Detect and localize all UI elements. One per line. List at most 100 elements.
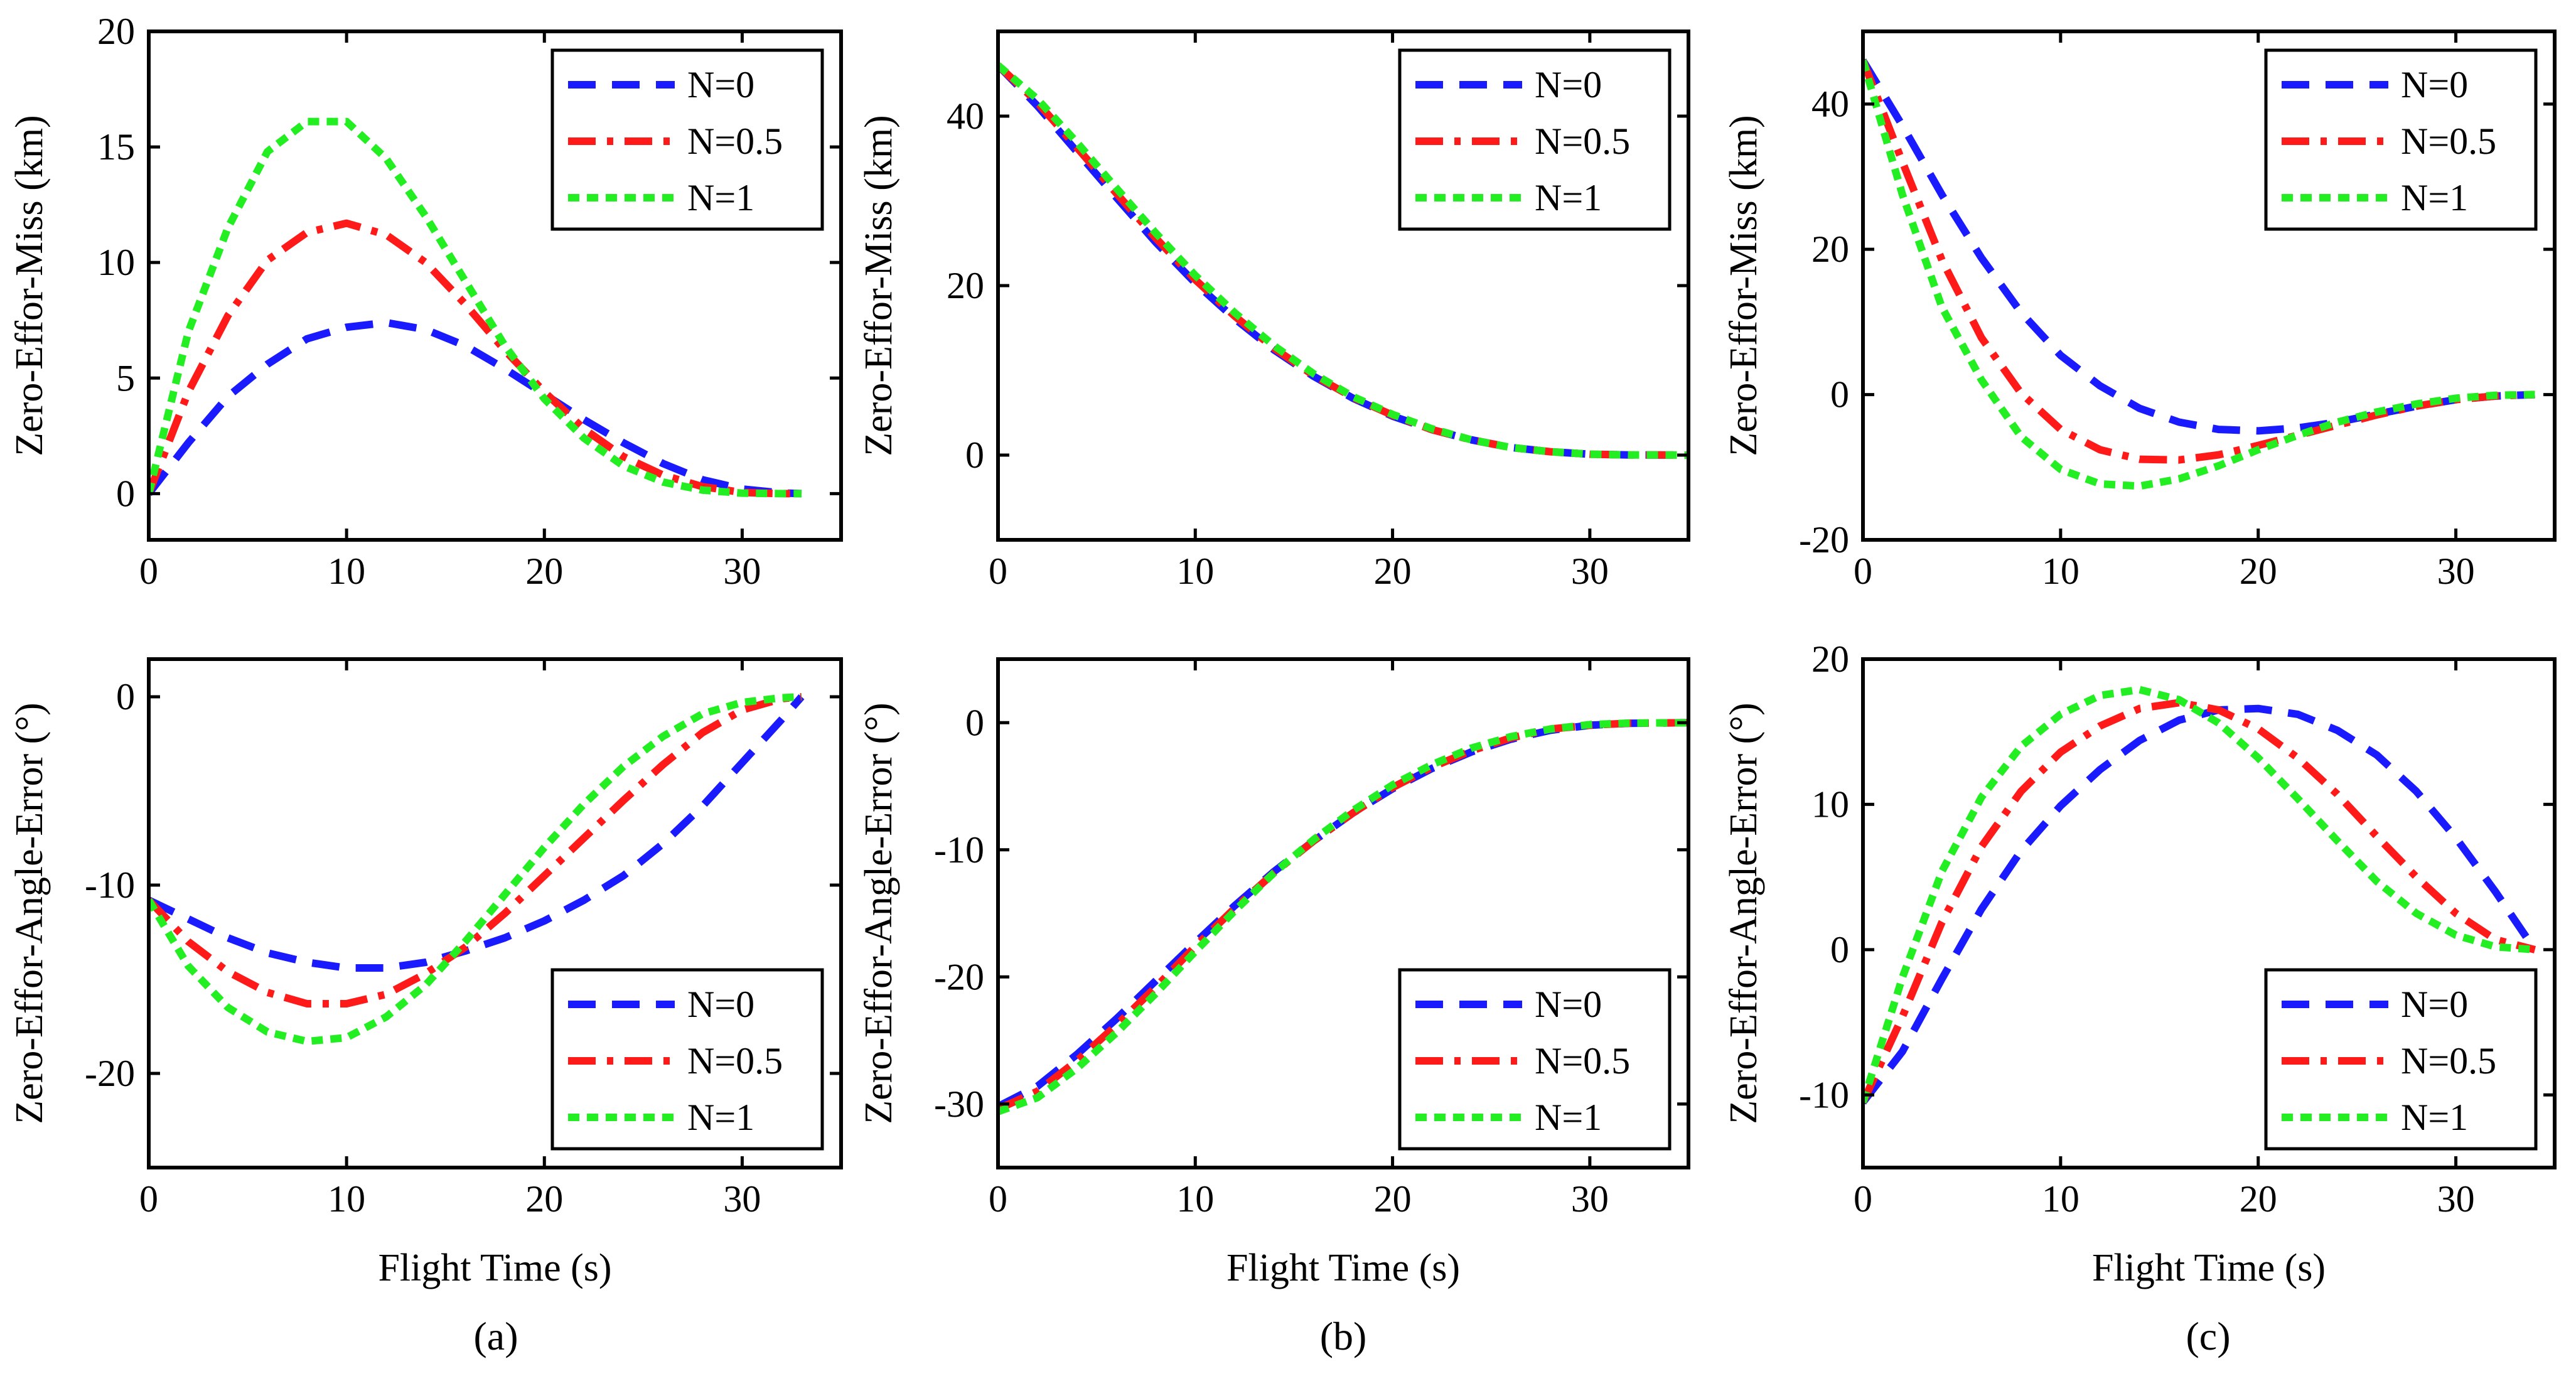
x-tick-label: 10 — [2042, 1178, 2080, 1220]
legend: N=0 N=0.5 N=1 — [2264, 968, 2538, 1151]
x-tick-label: 0 — [139, 551, 158, 592]
y-tick-label: 40 — [947, 95, 984, 137]
legend-label-N=1: N=1 — [2401, 177, 2468, 218]
series-line-N=1 — [149, 693, 802, 1045]
legend: N=0 N=0.5 N=1 — [550, 968, 824, 1151]
legend: N=0 N=0.5 N=1 — [1398, 968, 1672, 1151]
legend: N=0 N=0.5 N=1 — [2264, 48, 2538, 231]
x-tick-label: 20 — [1374, 1178, 1412, 1220]
series-line-N=0.5 — [998, 719, 1688, 1113]
x-axis-label: Flight Time (s) — [378, 1247, 611, 1289]
x-tick-label: 30 — [723, 551, 761, 592]
y-tick-label: 20 — [947, 265, 984, 306]
series-line-N=1 — [1863, 59, 2535, 490]
y-tick-label: -20 — [1799, 519, 1849, 561]
caption-c: (c) — [2186, 1314, 2230, 1358]
y-tick-label: 0 — [965, 702, 984, 743]
caption-a: (a) — [473, 1314, 518, 1358]
y-axis-label: Zero-Effor-Miss (km) — [1722, 115, 1765, 456]
y-tick-label: -10 — [85, 864, 135, 906]
y-tick-label: 0 — [116, 676, 135, 717]
legend-label-N=0.5: N=0.5 — [687, 1040, 783, 1082]
caption-b: (b) — [1320, 1314, 1367, 1358]
y-tick-label: 20 — [97, 11, 135, 52]
legend-label-N=0.5: N=0.5 — [2401, 121, 2496, 162]
series-group — [149, 693, 805, 1045]
y-tick-label: 10 — [1811, 783, 1849, 825]
x-tick-label: 30 — [1571, 1178, 1609, 1220]
legend: N=0 N=0.5 N=1 — [550, 48, 824, 231]
x-tick-label: 30 — [723, 1178, 761, 1220]
axes-frame — [996, 657, 1690, 1169]
legend-label-N=0: N=0 — [687, 64, 754, 105]
x-tick-label: 30 — [2437, 551, 2475, 592]
series-line-N=0.5 — [1863, 699, 2536, 1104]
y-tick-label: 15 — [97, 126, 135, 168]
legend-label-N=0: N=0 — [2401, 984, 2468, 1025]
legend-label-N=0: N=0 — [687, 984, 754, 1025]
y-tick-label: 0 — [965, 434, 984, 476]
series-line-N=0.5 — [149, 693, 802, 1008]
legend-label-N=1: N=1 — [687, 177, 754, 218]
x-tick-label: 0 — [139, 1178, 158, 1220]
y-tick-label: -30 — [934, 1083, 984, 1125]
y-tick-label: -20 — [85, 1053, 135, 1094]
series-group — [1863, 58, 2535, 490]
x-tick-label: 0 — [989, 1178, 1007, 1220]
x-axis-label: Flight Time (s) — [2092, 1247, 2326, 1289]
legend-label-N=0: N=0 — [2401, 64, 2468, 105]
y-tick-label: 0 — [1830, 374, 1849, 416]
panels: 0 10 20 30 0 5 10 15 20 Zero-Effor-Miss (km) N=0 N=… — [8, 11, 2557, 1289]
legend-label-N=0.5: N=0.5 — [687, 121, 783, 162]
x-tick-label: 0 — [989, 551, 1007, 592]
y-axis-label: Zero-Effor-Angle-Error (°) — [8, 702, 51, 1124]
y-tick-label: 20 — [1811, 228, 1849, 270]
legend-label-N=1: N=1 — [1535, 177, 1602, 218]
legend: N=0 N=0.5 N=1 — [1398, 48, 1672, 231]
axes-frame — [147, 657, 843, 1169]
legend-label-N=0: N=0 — [1535, 984, 1602, 1025]
x-tick-label: 10 — [1176, 551, 1214, 592]
legend-label-N=0.5: N=0.5 — [1535, 121, 1630, 162]
y-tick-label: 20 — [1811, 638, 1849, 680]
y-tick-label: -10 — [934, 829, 984, 871]
y-tick-label: 40 — [1811, 83, 1849, 125]
y-axis-label: Zero-Effor-Angle-Error (°) — [857, 702, 900, 1124]
legend-label-N=1: N=1 — [2401, 1097, 2468, 1138]
legend-label-N=0.5: N=0.5 — [1535, 1040, 1630, 1082]
y-tick-label: 0 — [1830, 929, 1849, 970]
legend-label-N=1: N=1 — [687, 1097, 754, 1138]
series-group — [998, 62, 1688, 459]
x-tick-label: 20 — [525, 551, 563, 592]
axes-frame — [1861, 657, 2557, 1169]
series-group — [998, 719, 1688, 1115]
y-tick-label: 0 — [116, 473, 135, 514]
chart-panel-a-bottom: 0 10 20 30 -20 -10 0 Zero-Effor-Angle-Error (°)… — [8, 657, 843, 1289]
series-line-N=0 — [149, 318, 802, 498]
x-axis-label: Flight Time (s) — [1226, 1247, 1460, 1289]
legend-box — [1398, 48, 1672, 231]
x-tick-label: 10 — [328, 1178, 365, 1220]
series-line-N=1 — [1863, 685, 2535, 1104]
y-tick-label: -20 — [934, 956, 984, 997]
series-line-N=1 — [998, 719, 1688, 1115]
chart-panel-b-top: 0 10 20 30 0 20 40 Zero-Effor-Miss (km) N=0 N=0.5… — [857, 30, 1690, 592]
x-tick-label: 0 — [1854, 551, 1872, 592]
x-tick-label: 0 — [1854, 1178, 1872, 1220]
y-tick-label: 5 — [116, 357, 135, 399]
x-tick-label: 20 — [525, 1178, 563, 1220]
x-tick-label: 30 — [1571, 551, 1609, 592]
series-group — [149, 117, 802, 498]
legend-label-N=0: N=0 — [1535, 64, 1602, 105]
x-tick-label: 10 — [2042, 551, 2080, 592]
y-axis-label: Zero-Effor-Miss (km) — [857, 115, 900, 456]
x-tick-label: 20 — [1374, 551, 1412, 592]
x-tick-label: 20 — [2240, 1178, 2277, 1220]
axes-frame — [147, 30, 843, 542]
series-line-N=0.5 — [149, 219, 802, 498]
axes-frame — [1861, 30, 2557, 542]
chart-panel-c-bottom: 0 10 20 30 -10 0 10 20 Zero-Effor-Angle-Error (°… — [1722, 638, 2557, 1289]
